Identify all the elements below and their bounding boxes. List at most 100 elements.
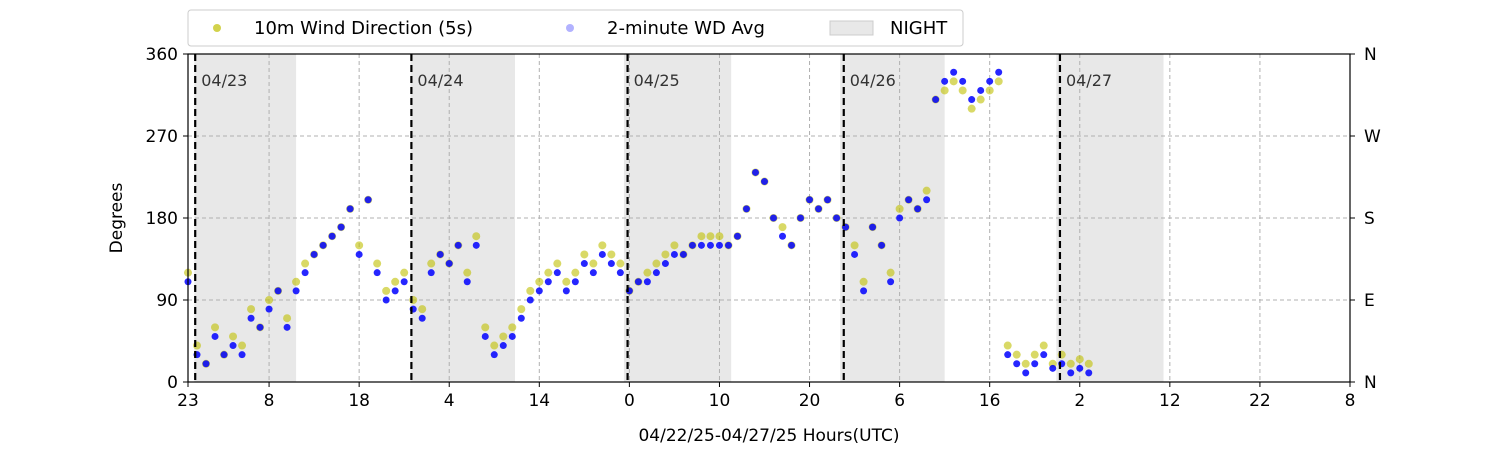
night-band-3 [840, 54, 945, 382]
data-point [472, 241, 480, 249]
legend-marker-wind-direction [213, 24, 221, 32]
data-point [256, 323, 264, 331]
data-point [274, 287, 282, 295]
data-point [688, 241, 696, 249]
data-point [598, 241, 607, 250]
data-point [859, 277, 868, 286]
data-point [616, 269, 624, 277]
data-point [481, 323, 490, 332]
data-point [751, 168, 759, 176]
data-point [391, 287, 399, 295]
right-tick-label-2: S [1364, 209, 1375, 229]
data-point [427, 269, 435, 277]
data-point [932, 96, 940, 104]
data-point [526, 296, 534, 304]
data-point [959, 77, 967, 85]
data-point [788, 241, 796, 249]
data-point [733, 232, 741, 240]
data-point [1040, 351, 1048, 359]
data-point [806, 196, 814, 204]
legend-label-wd-avg: 2-minute WD Avg [607, 18, 765, 39]
y-axis-label: Degrees [107, 182, 127, 253]
x-tick-label-12: 22 [1249, 391, 1271, 411]
data-point [508, 323, 517, 332]
data-point [652, 259, 661, 268]
data-point [922, 186, 931, 195]
y-tick-label-2: 180 [146, 209, 178, 229]
data-point [643, 278, 651, 286]
legend-label-wind-direction: 10m Wind Direction (5s) [254, 18, 473, 39]
data-point [427, 259, 436, 268]
data-point [418, 314, 426, 322]
data-point [968, 96, 976, 104]
data-point [887, 278, 895, 286]
data-point [508, 332, 516, 340]
data-point [211, 323, 220, 332]
data-point [1085, 369, 1093, 377]
data-point [400, 278, 408, 286]
data-point [355, 241, 364, 250]
right-tick-label-0: N [1364, 373, 1377, 393]
data-point [445, 260, 453, 268]
data-point [977, 86, 985, 94]
data-point [238, 351, 246, 359]
data-point [589, 259, 598, 268]
data-point [941, 77, 949, 85]
data-point [652, 269, 660, 277]
data-point [265, 305, 273, 313]
data-point [994, 77, 1003, 86]
data-point [833, 214, 841, 222]
data-point [517, 305, 526, 314]
x-tick-label-0: 23 [177, 391, 199, 411]
series-1 [184, 68, 1093, 377]
data-point [797, 214, 805, 222]
data-point [1021, 359, 1030, 368]
x-tick-label-5: 0 [624, 391, 635, 411]
day-marker-label-4: 04/27 [1066, 71, 1112, 90]
data-point [211, 332, 219, 340]
data-point [670, 241, 679, 250]
x-tick-label-11: 12 [1159, 391, 1181, 411]
data-point [724, 241, 732, 249]
data-point [706, 232, 715, 241]
data-point [1075, 355, 1084, 364]
data-point [481, 332, 489, 340]
data-point [1012, 350, 1021, 359]
grid-lines [188, 54, 1350, 382]
data-point [553, 259, 562, 268]
data-point [517, 314, 525, 322]
right-tick-label-3: W [1364, 127, 1381, 147]
data-point [571, 278, 579, 286]
data-point [1039, 341, 1048, 350]
data-point [860, 287, 868, 295]
data-point [301, 259, 310, 268]
x-tick-label-9: 16 [979, 391, 1001, 411]
data-point [1049, 364, 1057, 372]
data-point [679, 250, 687, 258]
data-point [779, 232, 787, 240]
x-tick-label-4: 14 [528, 391, 550, 411]
data-point [770, 214, 778, 222]
data-point [229, 342, 237, 350]
data-point [949, 77, 958, 86]
x-tick-label-10: 2 [1074, 391, 1085, 411]
data-point [472, 232, 481, 241]
data-point [634, 278, 642, 286]
x-tick-label-7: 20 [799, 391, 821, 411]
data-point [697, 241, 705, 249]
data-point [896, 214, 904, 222]
data-point [616, 259, 625, 268]
data-point [850, 241, 859, 250]
legend-patch-night [829, 20, 874, 36]
data-point [328, 232, 336, 240]
legend-label-night: NIGHT [890, 18, 948, 39]
legend: 10m Wind Direction (5s) 2-minute WD Avg … [187, 9, 964, 47]
data-point [589, 269, 597, 277]
data-point [526, 286, 535, 295]
data-point [283, 314, 292, 323]
data-point [598, 250, 606, 258]
data-point [571, 268, 580, 277]
data-point [661, 260, 669, 268]
x-tick-label-3: 4 [444, 391, 455, 411]
